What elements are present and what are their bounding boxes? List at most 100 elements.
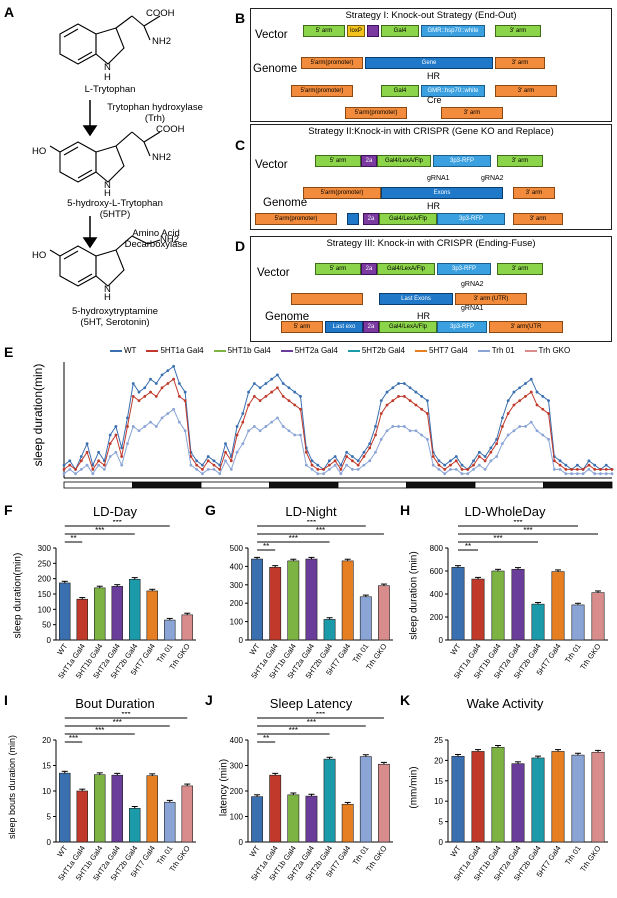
panel-label-f: F bbox=[4, 502, 13, 518]
panel-label-i: I bbox=[4, 692, 8, 708]
genome-label-c: Genome bbox=[263, 197, 308, 209]
arm3-result: 3' arm bbox=[495, 85, 557, 97]
hr-label-d: HR bbox=[417, 311, 430, 321]
significance-marker: *** bbox=[523, 526, 532, 535]
data-point bbox=[426, 399, 429, 403]
bar bbox=[146, 775, 158, 843]
data-point bbox=[183, 399, 187, 403]
arm3-c: 3' arm bbox=[497, 155, 543, 167]
panel-label-b: B bbox=[235, 10, 246, 26]
data-point bbox=[460, 463, 464, 467]
data-point bbox=[443, 468, 447, 471]
data-point bbox=[558, 463, 562, 467]
series-line bbox=[63, 408, 612, 475]
data-point bbox=[518, 425, 522, 428]
data-point bbox=[299, 394, 302, 398]
data-point bbox=[414, 403, 418, 407]
data-point bbox=[281, 425, 285, 428]
data-point bbox=[177, 394, 181, 398]
data-point bbox=[177, 420, 181, 424]
x-tick-label: WT bbox=[449, 642, 463, 657]
legend-swatch bbox=[146, 349, 159, 352]
data-point bbox=[235, 433, 239, 437]
significance-marker: *** bbox=[316, 712, 325, 719]
bar bbox=[111, 586, 123, 641]
y-tick-label: 400 bbox=[430, 590, 444, 599]
data-point bbox=[477, 463, 481, 467]
legend-label: 5HT7 Gal4 bbox=[429, 346, 468, 355]
data-point bbox=[460, 472, 464, 476]
y-tick-label: 200 bbox=[38, 575, 52, 584]
hr-label: HR bbox=[427, 71, 440, 81]
data-point bbox=[247, 390, 250, 394]
data-point bbox=[316, 468, 320, 471]
data-point bbox=[62, 468, 66, 471]
data-point bbox=[224, 459, 227, 463]
data-point bbox=[593, 468, 597, 471]
arm5p-result: 5'arm(promoter) bbox=[291, 85, 353, 97]
panel-label-h: H bbox=[400, 502, 411, 518]
data-point bbox=[437, 463, 441, 467]
data-point bbox=[489, 446, 493, 450]
htp-name: 5-hydroxy-L-Trytophan (5HTP) bbox=[67, 198, 163, 220]
bar bbox=[531, 603, 545, 641]
panel-label-k: K bbox=[400, 692, 411, 708]
data-point bbox=[206, 455, 210, 458]
data-point bbox=[252, 425, 256, 428]
y-tick-label: 200 bbox=[230, 787, 244, 796]
bar bbox=[341, 560, 354, 641]
data-point bbox=[322, 468, 325, 471]
data-point bbox=[258, 399, 262, 403]
data-point bbox=[304, 450, 308, 454]
y-tick-label: 200 bbox=[230, 599, 244, 608]
bar bbox=[76, 790, 88, 843]
data-point bbox=[541, 407, 545, 411]
arm3-genome-c: 3' arm bbox=[513, 187, 555, 199]
data-point bbox=[518, 399, 522, 403]
bar bbox=[111, 774, 123, 843]
data-point bbox=[114, 450, 118, 454]
exon-c-result bbox=[347, 213, 359, 225]
bar bbox=[591, 751, 605, 843]
data-point bbox=[293, 433, 297, 437]
panel-label-a: A bbox=[4, 4, 15, 20]
bar bbox=[511, 763, 525, 843]
bar bbox=[323, 758, 336, 843]
bar bbox=[491, 747, 505, 843]
data-point bbox=[137, 429, 141, 433]
data-point bbox=[604, 468, 608, 471]
data-point bbox=[368, 459, 372, 463]
arm3-segment: 3' arm bbox=[495, 25, 541, 37]
x-tick-label: WT bbox=[248, 642, 262, 657]
data-point bbox=[426, 412, 429, 415]
i-ylabel: sleep bouts duration (min) bbox=[7, 734, 17, 840]
data-point bbox=[345, 455, 349, 458]
data-point bbox=[212, 463, 216, 467]
data-point bbox=[62, 472, 66, 476]
light-dark-bar bbox=[269, 481, 339, 489]
data-point bbox=[512, 390, 516, 394]
significance-marker: *** bbox=[289, 726, 298, 735]
p2a-c-result: 2a bbox=[363, 213, 379, 225]
bar bbox=[164, 619, 176, 641]
y-tick-label: 5 bbox=[439, 818, 444, 827]
data-point bbox=[524, 382, 527, 385]
data-point bbox=[310, 468, 314, 471]
bar bbox=[359, 756, 372, 843]
data-point bbox=[85, 442, 89, 446]
x-tick-label: Trh 01 bbox=[563, 642, 583, 665]
data-point bbox=[460, 468, 464, 471]
h-label-1: H bbox=[104, 72, 111, 83]
data-point bbox=[604, 472, 608, 476]
data-point bbox=[114, 433, 118, 437]
significance-marker: *** bbox=[307, 520, 316, 527]
data-point bbox=[68, 463, 72, 467]
g-title: LD-Night bbox=[285, 504, 337, 519]
legend-label: 5HT2a Gal4 bbox=[294, 346, 338, 355]
data-point bbox=[339, 463, 343, 467]
light-dark-bar bbox=[63, 481, 133, 489]
series-line bbox=[63, 365, 613, 471]
ho-label-2: HO bbox=[32, 146, 47, 157]
significance-marker: *** bbox=[113, 520, 122, 527]
